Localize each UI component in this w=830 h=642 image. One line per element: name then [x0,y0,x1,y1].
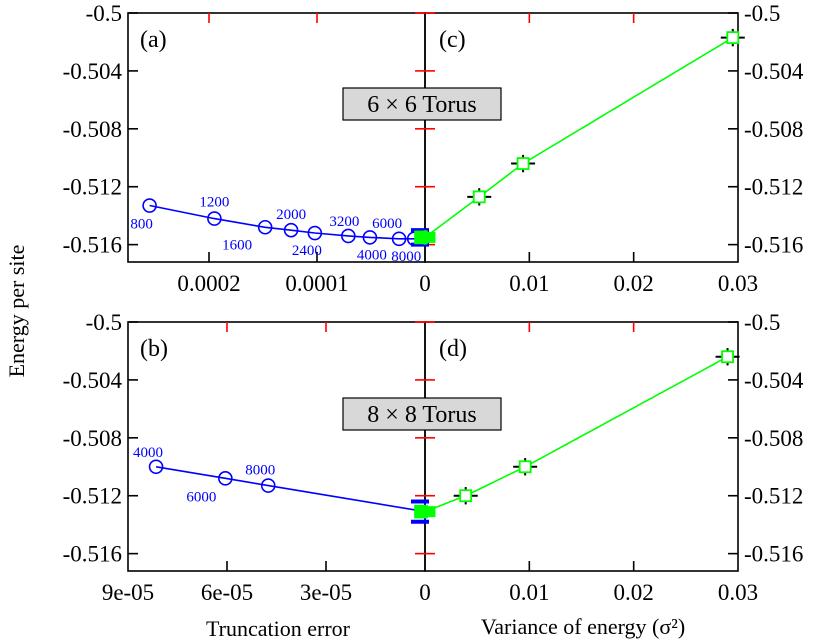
x-tick-label-b: 6e-05 [201,580,253,605]
x-tick-label-c: 0.01 [509,271,549,296]
y-tick-label-left: -0.508 [63,426,122,451]
x-tick-label-c: 0.02 [614,271,654,296]
y-tick-label-left: -0.516 [63,233,122,258]
variance-point-d [721,350,734,364]
point-label-a: 800 [130,217,153,233]
variance-point-c [472,190,486,204]
y-tick-label-left: -0.504 [63,368,123,393]
panel-label-b: (b) [140,336,168,362]
panel-label-a: (a) [140,27,167,53]
system-label-b: 8 × 8 Torus [367,402,476,428]
dmrg-point-b [148,459,164,475]
y-tick-label-left: -0.512 [63,484,122,509]
point-label-a: 1600 [222,237,252,253]
x-tick-label-a: 0.0001 [285,271,348,296]
point-label-a: 1200 [199,195,229,211]
point-label-b: 8000 [245,463,275,479]
y-tick-label-right: -0.508 [744,117,803,142]
y-tick-label-right: -0.504 [744,59,804,84]
y-tick-label-left: -0.508 [63,117,122,142]
text-labels: -0.5 -0.504 -0.508 -0.512 -0.516 0.0002 0.0001… [63,1,804,605]
y-tick-label-left: -0.5 [86,1,122,26]
y-tick-label-left: -0.516 [63,542,122,567]
y-tick-label-right: -0.5 [744,310,780,335]
point-label-a: 2000 [276,207,306,223]
y-tick-label-right: -0.508 [744,426,803,451]
x-tick-label-b: 9e-05 [102,580,154,605]
dmrg-point-a [307,225,323,241]
point-label-b: 4000 [133,445,163,461]
system-label-a: 6 × 6 Torus [367,92,476,118]
panel-label-c: (c) [439,27,466,53]
variance-fit-line-c [424,36,734,239]
variance-point-d [518,460,532,474]
x-tick-label-d: 0 [419,580,431,605]
point-label-a: 8000 [391,249,421,265]
system-label-box-a [342,87,502,121]
point-label-a: 4000 [357,247,387,263]
panel-frame-c [424,12,739,263]
dmrg-point-a [142,198,157,213]
y-tick-label-right: -0.504 [744,368,804,393]
variance-point-c [726,31,740,45]
extrapolated-point-d [422,506,436,518]
y-tick-label-right: -0.516 [744,542,803,567]
dmrg-point-a [341,228,356,244]
y-tick-label-right: -0.512 [744,175,803,200]
y-tick-label-right: -0.516 [744,233,803,258]
variance-fit-line-d [424,355,728,513]
y-tick-label-right: -0.512 [744,484,803,509]
point-label-a: 3200 [329,214,359,230]
dmrg-point-a [362,230,378,245]
y-tick-label-left: -0.504 [63,59,123,84]
point-label-b: 6000 [186,489,216,505]
point-label-a: 6000 [372,216,402,232]
system-label-box-b [342,397,502,431]
point-label-a: 2400 [292,243,322,259]
variance-point-c [516,157,530,170]
y-axis-label: Energy per site [4,245,29,378]
x-axis-label-right: Variance of energy (σ²) [481,614,685,639]
dmrg-point-a [207,211,222,226]
variance-point-d [459,489,473,503]
y-tick-label-left: -0.512 [63,175,122,200]
x-tick-label-c: 0 [419,271,431,296]
panel-frame-d [424,321,739,572]
data-series [142,28,745,524]
x-tick-label-a: 0.0002 [177,271,240,296]
x-tick-label-d: 0.02 [614,580,654,605]
dmrg-fit-line-a [149,204,426,240]
y-tick-label-right: -0.5 [744,1,780,26]
dmrg-fit-line-b [155,466,426,513]
extrapolated-point-c [422,231,436,243]
dmrg-point-a [257,219,273,235]
x-tick-label-d: 0.03 [718,580,758,605]
x-tick-label-b: 3e-05 [300,580,352,605]
dmrg-point-b [218,471,233,486]
x-axis-label-left: Truncation error [206,616,351,641]
axis-ticks [128,12,738,571]
dmrg-point-b [260,478,276,493]
panel-label-d: (d) [439,336,467,362]
dmrg-point-a [283,222,299,238]
dmrg-point-a [391,231,407,247]
y-tick-label-left: -0.5 [86,310,122,335]
panel-frame-b [127,321,426,572]
panel-frames [127,12,739,572]
x-tick-label-c: 0.03 [718,271,758,296]
x-tick-label-d: 0.01 [509,580,549,605]
